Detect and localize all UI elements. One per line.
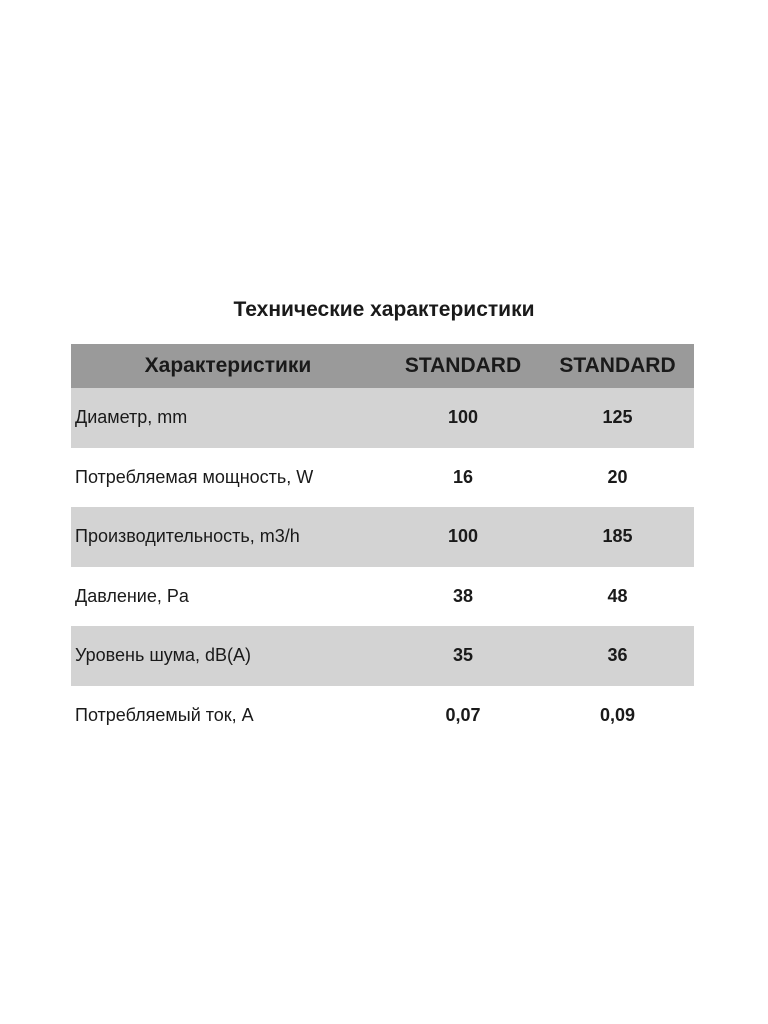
row-label: Потребляемый ток, A xyxy=(75,704,254,725)
header-model-2: STANDARD xyxy=(541,344,694,388)
row-value: 0,07 xyxy=(445,704,481,725)
row-value: 16 xyxy=(452,466,474,487)
row-value: 48 xyxy=(607,585,628,606)
page-title: Технические характеристики xyxy=(233,298,535,321)
table-row: Давление, Pa 38 48 xyxy=(71,567,694,627)
table-row: Потребляемый ток, A 0,07 0,09 xyxy=(71,686,694,746)
row-value: 125 xyxy=(541,388,694,448)
table-row: Потребляемая мощность, W 16 20 xyxy=(71,448,694,508)
row-value: 36 xyxy=(541,626,694,686)
table-row: Производительность, m3/h 100 185 xyxy=(71,507,694,567)
row-value: 20 xyxy=(607,466,628,487)
row-label: Уровень шума, dB(A) xyxy=(71,626,385,686)
table-row: Уровень шума, dB(A) 35 36 xyxy=(71,626,694,686)
row-value: 35 xyxy=(385,626,541,686)
row-label: Диаметр, mm xyxy=(71,388,385,448)
row-value: 100 xyxy=(385,507,541,567)
row-value: 38 xyxy=(452,585,474,606)
row-label: Производительность, m3/h xyxy=(71,507,385,567)
header-model-1: STANDARD xyxy=(385,344,541,388)
row-value: 0,09 xyxy=(599,704,636,725)
row-value: 100 xyxy=(385,388,541,448)
row-label: Давление, Pa xyxy=(75,585,189,606)
table-header: Характеристики STANDARD STANDARD xyxy=(71,344,694,388)
row-value: 185 xyxy=(541,507,694,567)
table-row: Диаметр, mm 100 125 xyxy=(71,388,694,448)
header-characteristics: Характеристики xyxy=(71,344,385,388)
specs-table: Характеристики STANDARD STANDARD Диаметр… xyxy=(71,344,694,745)
row-label: Потребляемая мощность, W xyxy=(75,466,314,487)
